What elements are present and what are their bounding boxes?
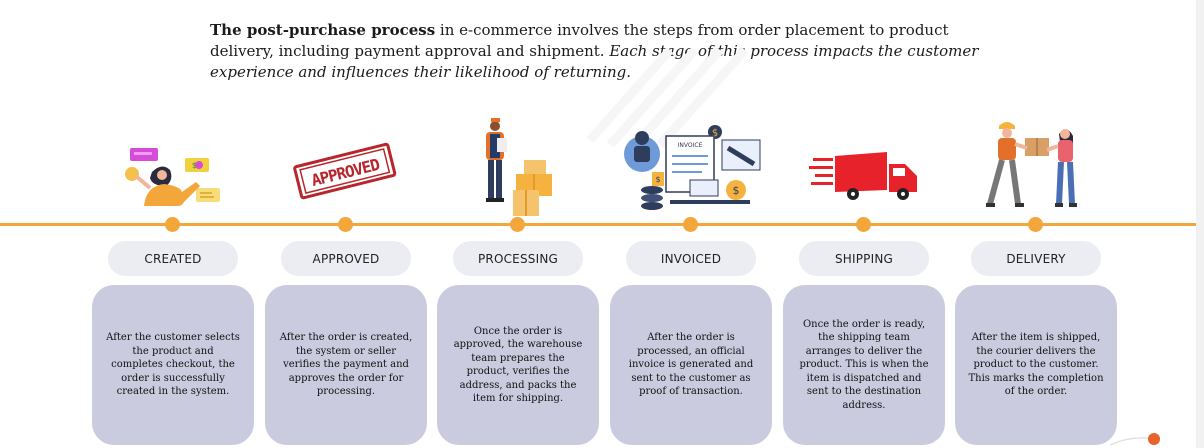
processing-warehouse-worker-illustration [486, 118, 552, 216]
stage-description: Once the order is ready, the shipping te… [799, 318, 929, 411]
stage-pill-delivery: DELIVERY [971, 241, 1101, 276]
stage-card-processing: Once the order is approved, the warehous… [437, 285, 599, 445]
timeline-dot [683, 217, 698, 232]
decorative-corner-curve [1110, 433, 1160, 446]
stage-description: After the item is shipped, the courier d… [968, 332, 1104, 398]
timeline-dot [165, 217, 180, 232]
svg-text:$: $ [655, 175, 660, 184]
stage-pill-invoiced: INVOICED [626, 241, 756, 276]
shipping-truck-illustration [809, 152, 917, 200]
stage-pill-approved: APPROVED [281, 241, 411, 276]
intro-plain-text: in e-commerce involves the steps from or… [210, 21, 949, 60]
stage-card-created: After the customer selects the product a… [92, 285, 254, 445]
intro-italic-text: Each stage of this process impacts the c… [210, 42, 979, 81]
delivery-courier-illustration [986, 122, 1077, 207]
stage-shipping: SHIPPING Once the order is ready, the sh… [783, 0, 945, 448]
created-customer-illustration: $$ [125, 148, 220, 206]
stage-pill-shipping: SHIPPING [799, 241, 929, 276]
stage-invoiced: $ INVOICE $ $ INVOICED After the order i… [610, 0, 772, 448]
background-watermark-graphic [586, 46, 749, 149]
intro-bold-lead: The post-purchase process [210, 21, 436, 39]
stage-pill-created: CREATED [108, 241, 238, 276]
stage-card-invoiced: After the order is processed, an officia… [610, 285, 772, 445]
timeline-dot [510, 217, 525, 232]
timeline-line [0, 223, 1196, 226]
timeline-dot [338, 217, 353, 232]
svg-text:$: $ [712, 128, 718, 139]
stage-description: After the order is created, the system o… [279, 332, 413, 398]
stage-pill-processing: PROCESSING [453, 241, 583, 276]
timeline-dot [856, 217, 871, 232]
intro-paragraph: The post-purchase process in e-commerce … [210, 20, 1000, 83]
invoiced-illustration: $ INVOICE $ $ [624, 125, 761, 210]
stage-description: After the order is processed, an officia… [628, 332, 754, 398]
invoice-heading: INVOICE [678, 142, 703, 149]
stage-approved: APPROVED APPROVED After the order is cre… [265, 0, 427, 448]
stage-delivery: DELIVERY After the item is shipped, the … [955, 0, 1117, 448]
stage-created: $$ CREATED After the customer selects th… [92, 0, 254, 448]
stage-card-approved: After the order is created, the system o… [265, 285, 427, 445]
svg-text:$: $ [733, 184, 740, 197]
stage-card-delivery: After the item is shipped, the courier d… [955, 285, 1117, 445]
stage-processing: PROCESSING Once the order is approved, t… [437, 0, 599, 448]
timeline-dot [1028, 217, 1043, 232]
page-edge-strip [1196, 0, 1204, 448]
stage-card-shipping: Once the order is ready, the shipping te… [783, 285, 945, 445]
stage-description: Once the order is approved, the warehous… [453, 325, 583, 405]
stage-description: After the customer selects the product a… [106, 332, 240, 398]
approved-stamp-illustration: APPROVED [293, 142, 397, 200]
